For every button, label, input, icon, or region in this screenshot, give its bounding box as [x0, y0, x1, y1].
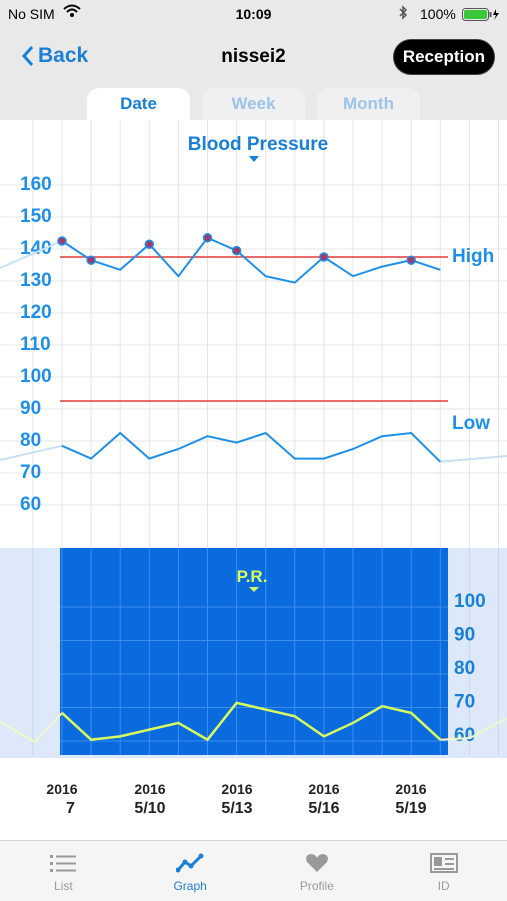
high-data-point — [144, 239, 155, 249]
tabbar-item-profile[interactable]: Profile — [254, 841, 381, 901]
bp-y-tick-label: 60 — [20, 494, 41, 515]
bluetooth-icon — [398, 5, 408, 23]
pr-series-stub — [440, 717, 507, 741]
bp-y-tick-label: 120 — [20, 302, 52, 323]
tabbar-label-list: List — [54, 879, 73, 893]
pr-marker-icon — [249, 587, 259, 592]
tabbar-item-graph[interactable]: Graph — [127, 841, 254, 901]
reception-button[interactable]: Reception — [392, 39, 495, 75]
x-axis-date-label: 5/19 — [395, 800, 426, 817]
high-series-stub — [0, 240, 63, 269]
x-axis-year-label: 2016 — [134, 781, 165, 797]
clock: 10:09 — [235, 6, 272, 22]
bp-y-tick-label: 140 — [20, 238, 52, 259]
pr-y-tick-label: 100 — [454, 591, 486, 612]
tab-date[interactable]: Date — [87, 88, 190, 120]
high-series-line — [61, 236, 441, 284]
high-data-point — [86, 255, 96, 265]
x-axis-year-label: 2016 — [308, 781, 339, 797]
tab-week[interactable]: Week — [202, 88, 305, 120]
battery-icon — [462, 8, 502, 24]
chevron-left-icon — [22, 46, 34, 66]
low-series-label: Low — [452, 413, 490, 434]
bp-y-tick-label: 100 — [20, 366, 52, 387]
bp-chart-title: Blood Pressure — [188, 134, 328, 155]
x-axis-year-label: 2016 — [46, 781, 77, 797]
pr-y-tick-label: 60 — [454, 725, 475, 746]
bp-y-tick-label: 130 — [20, 270, 52, 291]
tabbar-label-graph: Graph — [173, 879, 207, 893]
low-series-stub — [440, 455, 507, 463]
tabbar-label-id: ID — [437, 879, 450, 893]
low-series-stub — [0, 444, 63, 461]
tab-bar: List Graph Profile ID — [0, 840, 507, 901]
x-axis-date-label: 5/10 — [134, 800, 165, 817]
bp-y-tick-label: 110 — [20, 334, 51, 355]
x-axis-date-label: 5/13 — [221, 800, 252, 817]
high-data-point — [231, 245, 242, 256]
bp-y-tick-label: 70 — [20, 462, 41, 483]
high-series-label: High — [452, 246, 494, 267]
list-icon — [50, 855, 77, 872]
pr-y-tick-label: 80 — [454, 658, 475, 679]
carrier-label: No SIM — [8, 6, 55, 22]
bp-y-tick-label: 160 — [20, 174, 52, 195]
x-axis-date-label: 7 — [66, 800, 75, 817]
bp-marker-icon — [249, 156, 259, 162]
pr-series-stub — [0, 712, 63, 744]
page-title: nissei2 — [221, 46, 286, 67]
tabbar-item-list[interactable]: List — [0, 841, 127, 901]
tabbar-item-id[interactable]: ID — [380, 841, 507, 901]
bp-y-tick-label: 150 — [20, 206, 52, 227]
bp-y-tick-label: 90 — [20, 398, 41, 419]
pr-chart-title: P.R. — [237, 567, 268, 586]
status-bar: No SIM 10:09 100% — [0, 0, 507, 28]
id-card-icon — [429, 853, 458, 873]
graph-area[interactable]: Blood Pressure 160 150 140 130 120 110 100 90 80 7… — [0, 120, 507, 840]
pr-series-line — [61, 701, 442, 742]
bp-y-tick-label: 80 — [20, 430, 41, 451]
low-series-line — [61, 431, 442, 463]
x-axis-year-label: 2016 — [221, 781, 252, 797]
navigation-bar: Back nissei2 Reception — [0, 28, 507, 88]
back-label: Back — [38, 44, 89, 67]
pr-y-tick-label: 70 — [454, 692, 475, 713]
x-axis-year-label: 2016 — [395, 781, 426, 797]
tab-month[interactable]: Month — [317, 88, 420, 120]
high-data-point — [57, 236, 67, 246]
high-data-point — [202, 233, 213, 243]
period-tabs: Date Week Month — [0, 88, 507, 120]
graph-icon — [176, 853, 204, 873]
pr-y-tick-label: 90 — [454, 625, 475, 646]
back-button[interactable]: Back — [22, 44, 88, 68]
high-data-point — [406, 255, 416, 265]
heart-icon — [305, 854, 328, 872]
tabbar-label-profile: Profile — [299, 879, 334, 893]
battery-percent: 100% — [420, 6, 456, 22]
x-axis-date-label: 5/16 — [308, 800, 339, 817]
wifi-icon — [63, 4, 81, 21]
high-data-point — [319, 252, 329, 262]
pr-panel — [60, 548, 448, 755]
